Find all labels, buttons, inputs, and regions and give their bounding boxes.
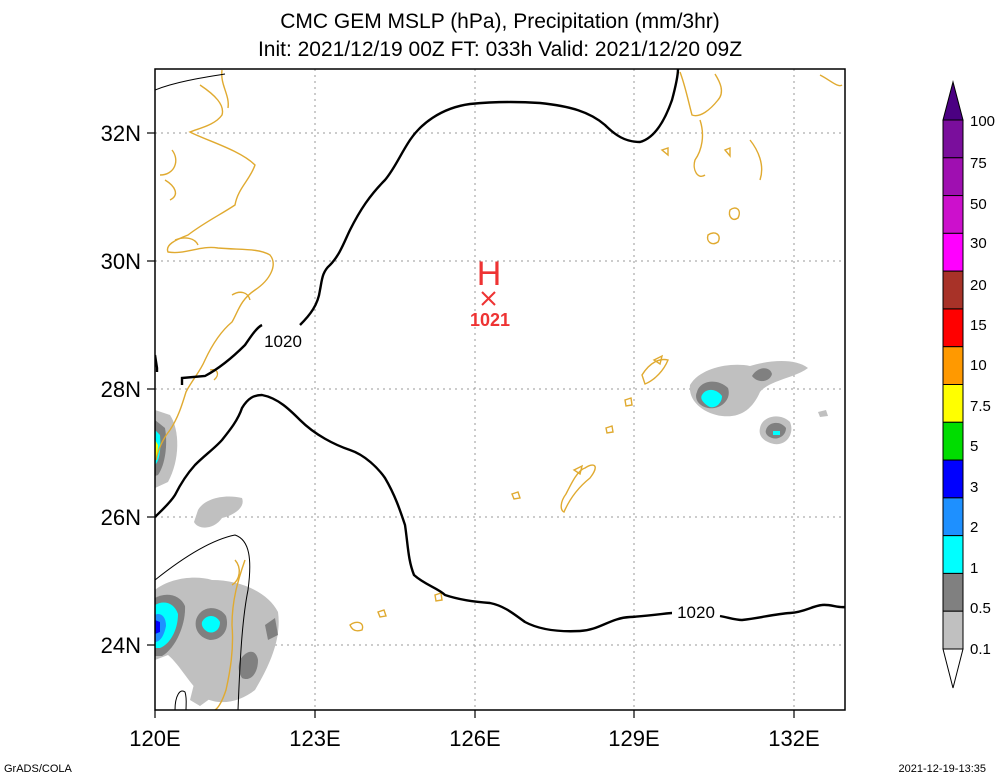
coastlines	[155, 69, 843, 710]
y-tick-label: 24N	[101, 633, 141, 658]
colorbar-cell	[942, 610, 964, 650]
colorbar-label: 7.5	[970, 398, 991, 415]
y-tick-label: 26N	[101, 505, 141, 530]
colorbar-label: 2	[970, 519, 978, 536]
isobar-1020	[155, 69, 845, 633]
colorbar-label: 0.1	[970, 641, 991, 658]
y-tick-label: 30N	[101, 249, 141, 274]
isobar-label-south: 1020	[677, 603, 715, 622]
colorbar-cell	[942, 308, 964, 348]
y-tick-label: 32N	[101, 121, 141, 146]
colorbar-label: 1	[970, 560, 978, 577]
colorbar-cell	[942, 346, 964, 386]
x-tick-label: 123E	[289, 726, 340, 751]
colorbar-label: 100	[970, 113, 995, 130]
isobar-label-north: 1020	[264, 332, 302, 351]
x-tick-label: 126E	[449, 726, 500, 751]
colorbar-label: 0.5	[970, 600, 991, 617]
colorbar-label: 15	[970, 317, 987, 334]
axis-ticks	[147, 132, 795, 718]
colorbar-label: 5	[970, 438, 978, 455]
colorbar-cell	[942, 195, 964, 234]
precipitation-shading	[155, 361, 828, 706]
high-pressure-label: H	[477, 255, 502, 293]
colorbar-label: 10	[970, 357, 987, 374]
colorbar-label: 30	[970, 235, 987, 252]
axis-labels: 120E 123E 126E 129E 132E 32N 30N 28N 26N…	[101, 121, 820, 751]
colorbar-cell	[942, 384, 964, 423]
colorbar-bottom-arrow	[942, 648, 964, 689]
y-tick-label: 28N	[101, 377, 141, 402]
high-center-marker	[481, 291, 496, 306]
colorbar-label: 75	[970, 155, 987, 172]
x-tick-label: 120E	[129, 726, 180, 751]
thin-isobars	[155, 73, 251, 710]
colorbar-cell	[942, 421, 964, 461]
colorbar-cell	[942, 270, 964, 310]
footer-timestamp: 2021-12-19-13:35	[898, 763, 986, 775]
colorbar-label: 20	[970, 277, 987, 294]
colorbar-cell	[942, 535, 964, 574]
high-pressure-value: 1021	[470, 310, 510, 330]
map-subtitle: Init: 2021/12/19 00Z FT: 033h Valid: 202…	[257, 38, 743, 61]
precip-colorbar: 100 75 50 30 20 15 10 7.5 5 3 2 1 0.5 0.…	[942, 80, 995, 689]
x-tick-label: 132E	[768, 726, 819, 751]
colorbar-label: 3	[970, 479, 978, 496]
colorbar-cell	[942, 232, 964, 272]
x-tick-label: 129E	[608, 726, 659, 751]
footer-credit: GrADS/COLA	[4, 763, 72, 775]
colorbar-cell	[942, 119, 964, 159]
map-title: CMC GEM MSLP (hPa), Precipitation (mm/3h…	[280, 10, 720, 33]
colorbar-cell	[942, 572, 964, 612]
colorbar-cell	[942, 459, 964, 499]
colorbar-label: 50	[970, 196, 987, 213]
colorbar-cell	[942, 157, 964, 197]
colorbar-cell	[942, 497, 964, 537]
colorbar-top-arrow	[942, 80, 964, 121]
